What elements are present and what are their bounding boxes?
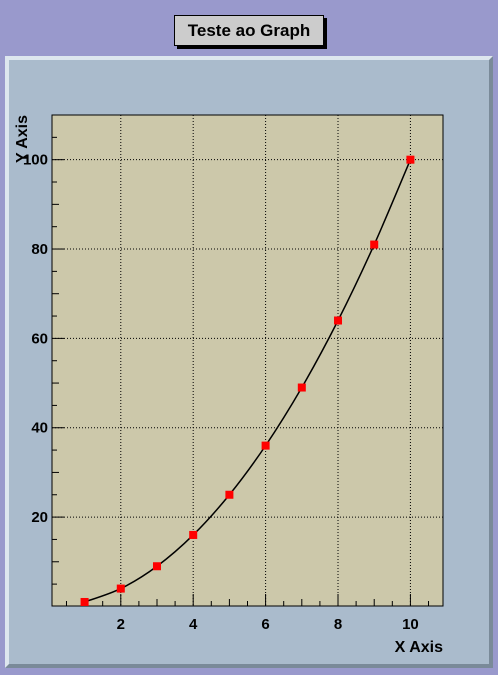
data-point: [189, 531, 197, 539]
data-point: [225, 491, 233, 499]
x-tick-label: 4: [189, 616, 198, 633]
y-tick-label: 80: [31, 241, 48, 258]
data-point: [81, 598, 89, 606]
data-point: [262, 442, 270, 450]
data-point: [406, 156, 414, 164]
data-point: [370, 241, 378, 249]
x-axis-title: X Axis: [395, 639, 443, 656]
data-point: [334, 317, 342, 325]
x-tick-labels: 2 4 6 8 10: [117, 616, 419, 633]
data-point: [153, 562, 161, 570]
y-axis-title: Y Axis: [14, 115, 31, 163]
x-tick-label: 10: [402, 616, 419, 633]
x-tick-label: 8: [334, 616, 342, 633]
y-tick-label: 20: [31, 509, 48, 526]
x-tick-label: 2: [117, 616, 125, 633]
plot-frame: [52, 115, 443, 606]
data-point: [298, 384, 306, 392]
x-tick-label: 6: [261, 616, 269, 633]
y-tick-label: 40: [31, 420, 48, 437]
y-tick-label: 60: [31, 330, 48, 347]
data-point: [117, 585, 125, 593]
